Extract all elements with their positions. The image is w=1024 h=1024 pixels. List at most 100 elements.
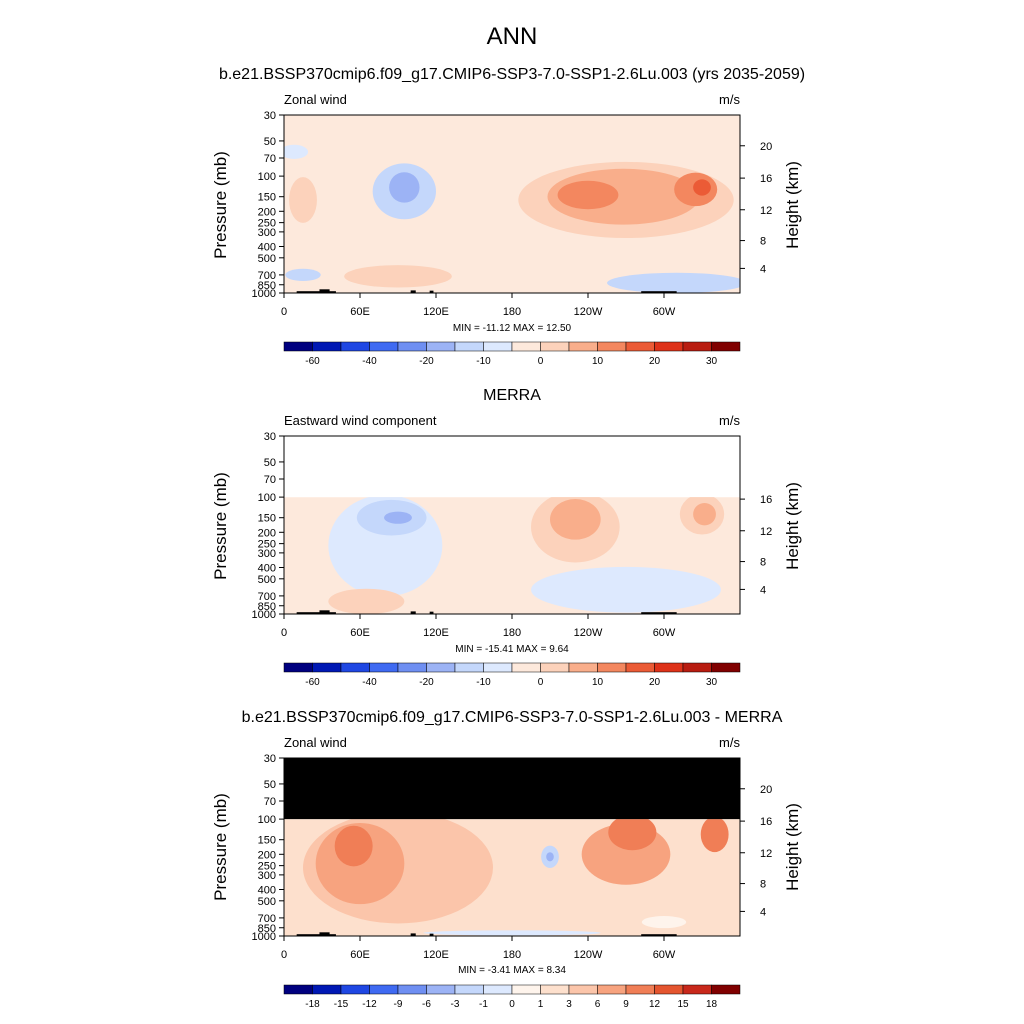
height-tick-label: 8 (760, 236, 766, 248)
missing-data-region (284, 758, 740, 820)
panel-3: b.e21.BSSP370cmip6.f09_g17.CMIP6-SSP3-7.… (211, 709, 802, 1010)
colorbar-label: -10 (476, 677, 491, 688)
y-tick-label: 400 (258, 241, 276, 253)
height-tick-label: 16 (760, 173, 772, 185)
x-tick-label: 180 (503, 627, 521, 639)
y-tick-label: 30 (264, 110, 276, 122)
contour-region-9 (289, 177, 317, 223)
figure-title: ANN (487, 23, 538, 50)
height-tick-label: 20 (760, 784, 772, 796)
colorbar-label: -40 (362, 356, 377, 367)
contour-region-3 (557, 180, 619, 210)
colorbar-swatch (426, 984, 456, 995)
y-tick-label: 850 (258, 923, 276, 935)
y-tick-label: 200 (258, 527, 276, 539)
panel-2-ylabel-right: Height (km) (783, 482, 802, 570)
contour-region-8 (546, 852, 554, 862)
x-tick-label: 180 (503, 306, 521, 318)
panel-2-units: m/s (719, 413, 740, 428)
colorbar-swatch (682, 984, 712, 995)
height-tick-label: 12 (760, 848, 772, 860)
colorbar-label: 12 (649, 999, 661, 1010)
colorbar-swatch (682, 662, 712, 673)
colorbar-label: 15 (677, 999, 689, 1010)
colorbar-label: -12 (362, 999, 377, 1010)
x-tick-label: 0 (281, 306, 287, 318)
terrain-block (641, 934, 677, 936)
contour-region-5 (608, 819, 657, 851)
panel-3-title: b.e21.BSSP370cmip6.f09_g17.CMIP6-SSP3-7.… (242, 709, 783, 726)
colorbar-swatch (312, 341, 342, 352)
y-tick-label: 250 (258, 539, 276, 551)
colorbar-swatch (711, 341, 741, 352)
colorbar-label: -9 (394, 999, 403, 1010)
colorbar-swatch (568, 662, 598, 673)
colorbar-label: 10 (592, 677, 604, 688)
x-tick-label: 120E (423, 949, 449, 961)
terrain-block (641, 291, 677, 293)
panel-3-ylabel: Pressure (mb) (211, 793, 230, 901)
panel-3-ylabel-right: Height (km) (783, 803, 802, 891)
colorbar-swatch (340, 662, 370, 673)
y-tick-label: 300 (258, 227, 276, 239)
y-tick-label: 300 (258, 870, 276, 882)
y-tick-label: 70 (264, 153, 276, 165)
colorbar-swatch (540, 341, 570, 352)
panel-1-ylabel: Pressure (mb) (211, 151, 230, 259)
y-tick-label: 400 (258, 884, 276, 896)
y-tick-label: 50 (264, 457, 276, 469)
y-tick-label: 500 (258, 253, 276, 265)
field-2 (284, 497, 740, 615)
colorbar-label: 6 (595, 999, 601, 1010)
colorbar-label: -60 (305, 677, 320, 688)
colorbar-label: -60 (305, 356, 320, 367)
contour-region-10 (284, 144, 309, 159)
y-tick-label: 1000 (252, 931, 276, 943)
y-tick-label: 850 (258, 280, 276, 292)
y-tick-label: 100 (258, 492, 276, 504)
colorbar-label: -20 (419, 356, 434, 367)
terrain-block (429, 933, 434, 936)
colorbar-label: -15 (334, 999, 349, 1010)
panel-1-units: m/s (719, 92, 740, 107)
x-tick-label: 60E (350, 306, 370, 318)
y-tick-label: 150 (258, 513, 276, 525)
terrain-block (410, 933, 416, 936)
y-tick-label: 250 (258, 218, 276, 230)
colorbar-label: 30 (706, 356, 718, 367)
y-tick-label: 200 (258, 849, 276, 861)
x-tick-label: 120E (423, 627, 449, 639)
colorbar-swatch (312, 662, 342, 673)
terrain-block (296, 291, 336, 293)
x-tick-label: 60W (653, 627, 676, 639)
field-1 (284, 115, 740, 293)
panel-1: b.e21.BSSP370cmip6.f09_g17.CMIP6-SSP3-7.… (211, 66, 805, 367)
height-tick-label: 4 (760, 263, 766, 275)
y-tick-label: 850 (258, 601, 276, 613)
colorbar-label: 3 (566, 999, 572, 1010)
colorbar-label: 20 (649, 356, 661, 367)
colorbar-label: 0 (538, 356, 544, 367)
panel-2-title: MERRA (483, 387, 541, 404)
colorbar-swatch (397, 984, 427, 995)
panel-2-ylabel: Pressure (mb) (211, 472, 230, 580)
contour-region-10 (641, 915, 687, 929)
colorbar-swatch (654, 984, 684, 995)
y-tick-label: 100 (258, 171, 276, 183)
height-tick-label: 16 (760, 494, 772, 506)
contour-region-7 (389, 172, 420, 203)
height-tick-label: 12 (760, 526, 772, 538)
panel-3-plot: 3050701001502002503004005007008501000481… (252, 753, 773, 961)
colorbar-label: -20 (419, 677, 434, 688)
height-tick-label: 8 (760, 879, 766, 891)
y-tick-label: 30 (264, 431, 276, 443)
colorbar-swatch (625, 984, 655, 995)
x-tick-label: 180 (503, 949, 521, 961)
y-tick-label: 700 (258, 591, 276, 603)
colorbar-swatch (597, 341, 627, 352)
colorbar-swatch (540, 662, 570, 673)
x-tick-label: 60W (653, 306, 676, 318)
terrain-block (429, 611, 434, 614)
